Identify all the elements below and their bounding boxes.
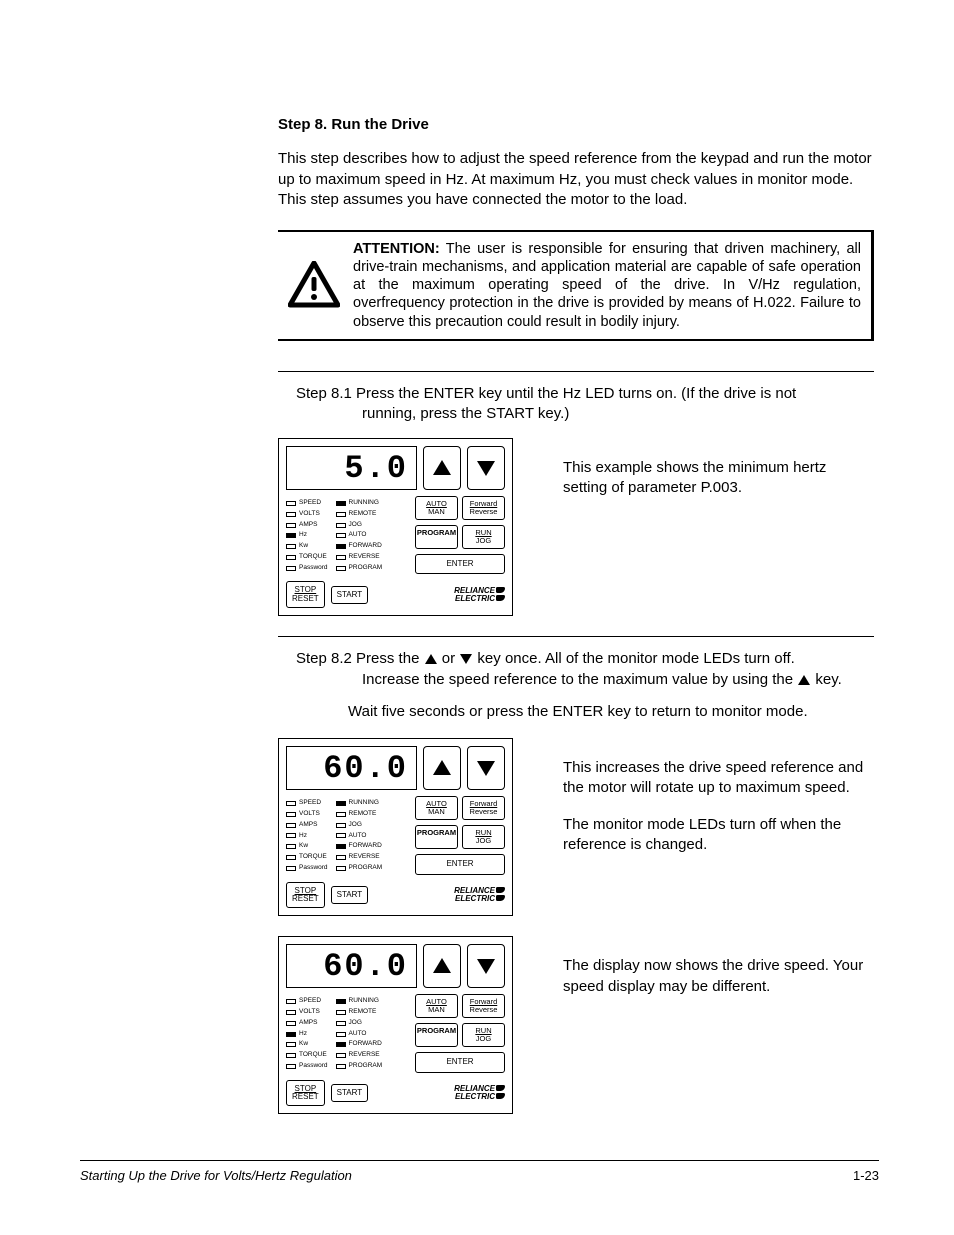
up-button[interactable] xyxy=(423,944,461,988)
reliance-electric-logo: RELIANCEELECTRIC xyxy=(374,887,505,903)
divider xyxy=(278,636,874,637)
forward-reverse-button[interactable]: ForwardReverse xyxy=(462,994,505,1018)
warning-icon xyxy=(286,240,341,331)
keypad-panel: 5.0 SPEEDVOLTSAMPSHzKwTORQUEPassword RUN… xyxy=(278,438,513,616)
run-jog-button[interactable]: RUNJOG xyxy=(462,1023,505,1047)
step-8-1-line2: running, press the START key.) xyxy=(296,404,856,424)
down-arrow-icon xyxy=(459,649,473,669)
enter-button[interactable]: ENTER xyxy=(415,554,505,575)
attention-callout: ATTENTION: The user is responsible for e… xyxy=(278,230,874,341)
up-button[interactable] xyxy=(423,746,461,790)
step-8-2-part-c: key once. All of the monitor mode LEDs t… xyxy=(473,650,795,667)
program-button[interactable]: PROGRAM xyxy=(415,1023,458,1047)
step-8-1-line1: Step 8.1 Press the ENTER key until the H… xyxy=(296,384,856,404)
down-button[interactable] xyxy=(467,944,505,988)
down-button[interactable] xyxy=(467,746,505,790)
panel2-description-a: This increases the drive speed reference… xyxy=(563,758,874,799)
footer-title: Starting Up the Drive for Volts/Hertz Re… xyxy=(80,1167,352,1185)
attention-text: ATTENTION: The user is responsible for e… xyxy=(353,240,861,331)
stop-reset-button[interactable]: STOPRESET xyxy=(286,581,325,608)
panel3-description: The display now shows the drive speed. Y… xyxy=(563,956,874,997)
up-arrow-icon xyxy=(424,649,438,669)
run-jog-button[interactable]: RUNJOG xyxy=(462,825,505,849)
enter-button[interactable]: ENTER xyxy=(415,854,505,875)
step-8-2-part-a: Step 8.2 Press the xyxy=(296,650,424,667)
start-button[interactable]: START xyxy=(331,886,368,904)
enter-button[interactable]: ENTER xyxy=(415,1052,505,1073)
step-8-1: Step 8.1 Press the ENTER key until the H… xyxy=(296,384,856,425)
display-readout: 5.0 xyxy=(286,446,417,490)
reliance-electric-logo: RELIANCEELECTRIC xyxy=(374,587,505,603)
program-button[interactable]: PROGRAM xyxy=(415,525,458,549)
step-8-2: Step 8.2 Press the or key once. All of t… xyxy=(296,649,856,690)
forward-reverse-button[interactable]: ForwardReverse xyxy=(462,796,505,820)
led-status-grid: SPEEDVOLTSAMPSHzKwTORQUEPassword RUNNING… xyxy=(286,796,409,875)
reliance-electric-logo: RELIANCEELECTRIC xyxy=(374,1085,505,1101)
step-8-2-part-b: or xyxy=(438,650,460,667)
intro-paragraph: This step describes how to adjust the sp… xyxy=(278,149,874,210)
program-button[interactable]: PROGRAM xyxy=(415,825,458,849)
up-arrow-icon xyxy=(797,670,811,690)
auto-man-button[interactable]: AUTOMAN xyxy=(415,496,458,520)
panel1-description: This example shows the minimum hertz set… xyxy=(563,458,874,499)
auto-man-button[interactable]: AUTOMAN xyxy=(415,796,458,820)
display-readout: 60.0 xyxy=(286,746,417,790)
step-8-2-wait: Wait five seconds or press the ENTER key… xyxy=(348,702,874,722)
keypad-panel: 60.0 SPEEDVOLTSAMPSHzKwTORQUEPassword RU… xyxy=(278,738,513,916)
page-number: 1-23 xyxy=(853,1167,879,1185)
keypad-panel: 60.0 SPEEDVOLTSAMPSHzKwTORQUEPassword RU… xyxy=(278,936,513,1114)
page-footer: Starting Up the Drive for Volts/Hertz Re… xyxy=(80,1160,879,1185)
attention-label: ATTENTION: xyxy=(353,241,440,257)
led-status-grid: SPEEDVOLTSAMPSHzKwTORQUEPassword RUNNING… xyxy=(286,496,409,575)
led-status-grid: SPEEDVOLTSAMPSHzKwTORQUEPassword RUNNING… xyxy=(286,994,409,1073)
stop-reset-button[interactable]: STOPRESET xyxy=(286,1080,325,1107)
auto-man-button[interactable]: AUTOMAN xyxy=(415,994,458,1018)
step-8-2-part-e: key. xyxy=(811,671,842,688)
up-button[interactable] xyxy=(423,446,461,490)
start-button[interactable]: START xyxy=(331,1084,368,1102)
down-button[interactable] xyxy=(467,446,505,490)
run-jog-button[interactable]: RUNJOG xyxy=(462,525,505,549)
step-8-2-part-d: Increase the speed reference to the maxi… xyxy=(362,671,797,688)
panel2-description-b: The monitor mode LEDs turn off when the … xyxy=(563,815,874,856)
step-title: Step 8. Run the Drive xyxy=(278,115,874,135)
stop-reset-button[interactable]: STOPRESET xyxy=(286,882,325,909)
divider xyxy=(278,371,874,372)
forward-reverse-button[interactable]: ForwardReverse xyxy=(462,496,505,520)
start-button[interactable]: START xyxy=(331,586,368,604)
display-readout: 60.0 xyxy=(286,944,417,988)
